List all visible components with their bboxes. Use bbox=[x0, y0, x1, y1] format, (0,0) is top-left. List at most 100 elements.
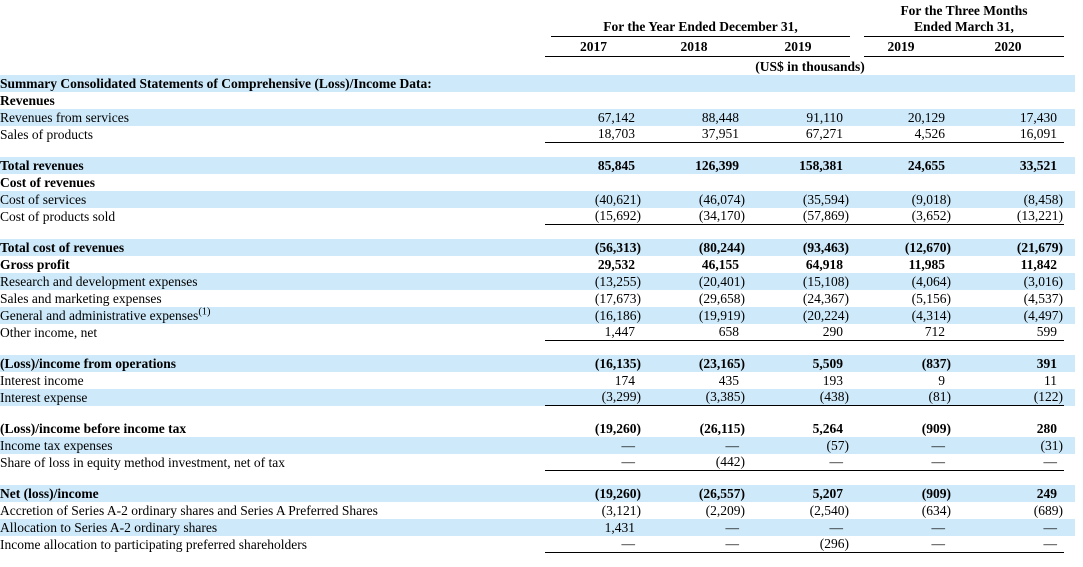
row-label-text: General and administrative expenses bbox=[0, 308, 199, 323]
cell-value: 85,845 bbox=[597, 158, 635, 173]
row-label: Cost of revenues bbox=[0, 174, 545, 191]
row-endpad bbox=[1064, 324, 1075, 341]
row-label-text: Interest expense bbox=[0, 390, 88, 405]
cell-value: (4,314) bbox=[911, 308, 951, 323]
row-label-text: Gross profit bbox=[0, 257, 70, 272]
cell-value: 126,399 bbox=[695, 158, 739, 173]
row-endpad bbox=[1064, 355, 1075, 372]
value-cell-2018: (3,385) bbox=[642, 389, 746, 406]
value-cell-q1-2019: (909) bbox=[850, 420, 952, 437]
value-cell-2017: — bbox=[545, 454, 642, 471]
row-label: Net (loss)/income bbox=[0, 485, 545, 502]
table-row: Interest expense (3,299) (3,385) (438) (… bbox=[0, 389, 1075, 406]
cell-value: (19,919) bbox=[698, 308, 745, 323]
row-endpad bbox=[1064, 437, 1075, 454]
cell-value: (24,367) bbox=[802, 291, 849, 306]
cell-value: 64,918 bbox=[805, 257, 843, 272]
value-cell-q1-2020: 249 bbox=[952, 485, 1064, 502]
row-label-text: Cost of revenues bbox=[0, 175, 95, 190]
row-label: Cost of services bbox=[0, 191, 545, 208]
value-cell-q1-2020: (8,458) bbox=[952, 191, 1064, 208]
cell-value: (20,224) bbox=[802, 308, 849, 323]
spacer-row bbox=[0, 341, 1075, 355]
cell-value: 658 bbox=[642, 324, 746, 341]
cell-value: (296) bbox=[746, 536, 850, 553]
row-label: Share of loss in equity method investmen… bbox=[0, 454, 545, 471]
value-cell-q1-2020: (3,016) bbox=[952, 273, 1064, 290]
value-cell-2019: — bbox=[746, 454, 850, 471]
cell-value: 18,703 bbox=[545, 126, 642, 143]
value-cell-q1-2020: 391 bbox=[952, 355, 1064, 372]
rule-cell-left bbox=[545, 55, 850, 57]
row-endpad bbox=[1064, 208, 1075, 225]
cell-value: 67,271 bbox=[746, 126, 850, 143]
row-endpad bbox=[1064, 126, 1075, 143]
value-cell-q1-2020: 599 bbox=[952, 324, 1064, 341]
cell-value: (122) bbox=[952, 389, 1064, 406]
three-months-group-cell: For the Three Months Ended March 31, bbox=[850, 0, 1064, 37]
cell-value: (689) bbox=[1033, 503, 1063, 518]
value-cell-q1-2019: (4,064) bbox=[850, 273, 952, 290]
value-cell-q1-2019: (4,314) bbox=[850, 307, 952, 324]
row-endpad bbox=[1064, 420, 1075, 437]
cell-value: 1,447 bbox=[545, 324, 642, 341]
value-cell-2018 bbox=[642, 75, 746, 92]
year-column-2017: 2017 bbox=[580, 39, 607, 54]
cell-value: 9 bbox=[938, 373, 945, 388]
cell-value: 24,655 bbox=[907, 158, 945, 173]
table-row: Income allocation to participating prefe… bbox=[0, 536, 1075, 553]
value-cell-q1-2020: 16,091 bbox=[952, 126, 1064, 143]
value-cell-2019: (15,108) bbox=[746, 273, 850, 290]
value-cell-q1-2019: 20,129 bbox=[850, 109, 952, 126]
spacer-cell bbox=[0, 406, 1075, 420]
value-cell-q1-2020: — bbox=[952, 454, 1064, 471]
row-label-text: Sales of products bbox=[0, 127, 93, 142]
value-cell-2019 bbox=[746, 174, 850, 191]
value-cell-2017: 29,532 bbox=[545, 256, 642, 273]
cell-value: (46,074) bbox=[698, 192, 745, 207]
value-cell-2017: (16,186) bbox=[545, 307, 642, 324]
cell-value: — bbox=[931, 520, 946, 535]
value-cell-2018: — bbox=[642, 536, 746, 553]
value-cell-2018: (20,401) bbox=[642, 273, 746, 290]
cell-value: 88,448 bbox=[701, 110, 739, 125]
row-label: Revenues bbox=[0, 92, 545, 109]
value-cell-2017 bbox=[545, 75, 642, 92]
spacer-cell bbox=[0, 341, 1075, 355]
row-endpad bbox=[1064, 92, 1075, 109]
value-cell-2018: (2,209) bbox=[642, 502, 746, 519]
value-cell-q1-2020: (4,497) bbox=[952, 307, 1064, 324]
header-endpad bbox=[1064, 37, 1075, 55]
value-cell-2018: (26,557) bbox=[642, 485, 746, 502]
value-cell-2017: (16,135) bbox=[545, 355, 642, 372]
row-label: Total revenues bbox=[0, 157, 545, 174]
cell-value: — bbox=[545, 536, 642, 553]
cell-value: (16,135) bbox=[594, 356, 641, 371]
value-cell-q1-2020 bbox=[952, 75, 1064, 92]
year-ended-group-cell: For the Year Ended December 31, bbox=[545, 0, 850, 37]
value-cell-2019: — bbox=[746, 519, 850, 536]
cell-value: 435 bbox=[718, 373, 739, 388]
row-endpad bbox=[1064, 389, 1075, 406]
cell-value: 5,264 bbox=[812, 421, 843, 436]
row-endpad bbox=[1064, 372, 1075, 389]
table-row: Summary Consolidated Statements of Compr… bbox=[0, 75, 1075, 92]
value-cell-q1-2019: (12,670) bbox=[850, 239, 952, 256]
cell-value: (8,458) bbox=[1023, 192, 1063, 207]
cell-value: (15,108) bbox=[802, 274, 849, 289]
cell-value: (29,658) bbox=[698, 291, 745, 306]
cell-value: (13,255) bbox=[594, 274, 641, 289]
cell-value: — bbox=[931, 438, 946, 453]
value-cell-q1-2019: — bbox=[850, 536, 952, 553]
cell-value: — bbox=[642, 536, 746, 553]
row-label: (Loss)/income from operations bbox=[0, 355, 545, 372]
cell-value: (13,221) bbox=[952, 208, 1064, 225]
row-label: Allocation to Series A-2 ordinary shares bbox=[0, 519, 545, 536]
value-cell-2019: 91,110 bbox=[746, 109, 850, 126]
value-cell-q1-2019: 11,985 bbox=[850, 256, 952, 273]
value-cell-q1-2019: (634) bbox=[850, 502, 952, 519]
row-endpad bbox=[1064, 454, 1075, 471]
row-endpad bbox=[1064, 536, 1075, 553]
value-cell-q1-2020: 33,521 bbox=[952, 157, 1064, 174]
cell-value: (15,692) bbox=[545, 208, 642, 225]
